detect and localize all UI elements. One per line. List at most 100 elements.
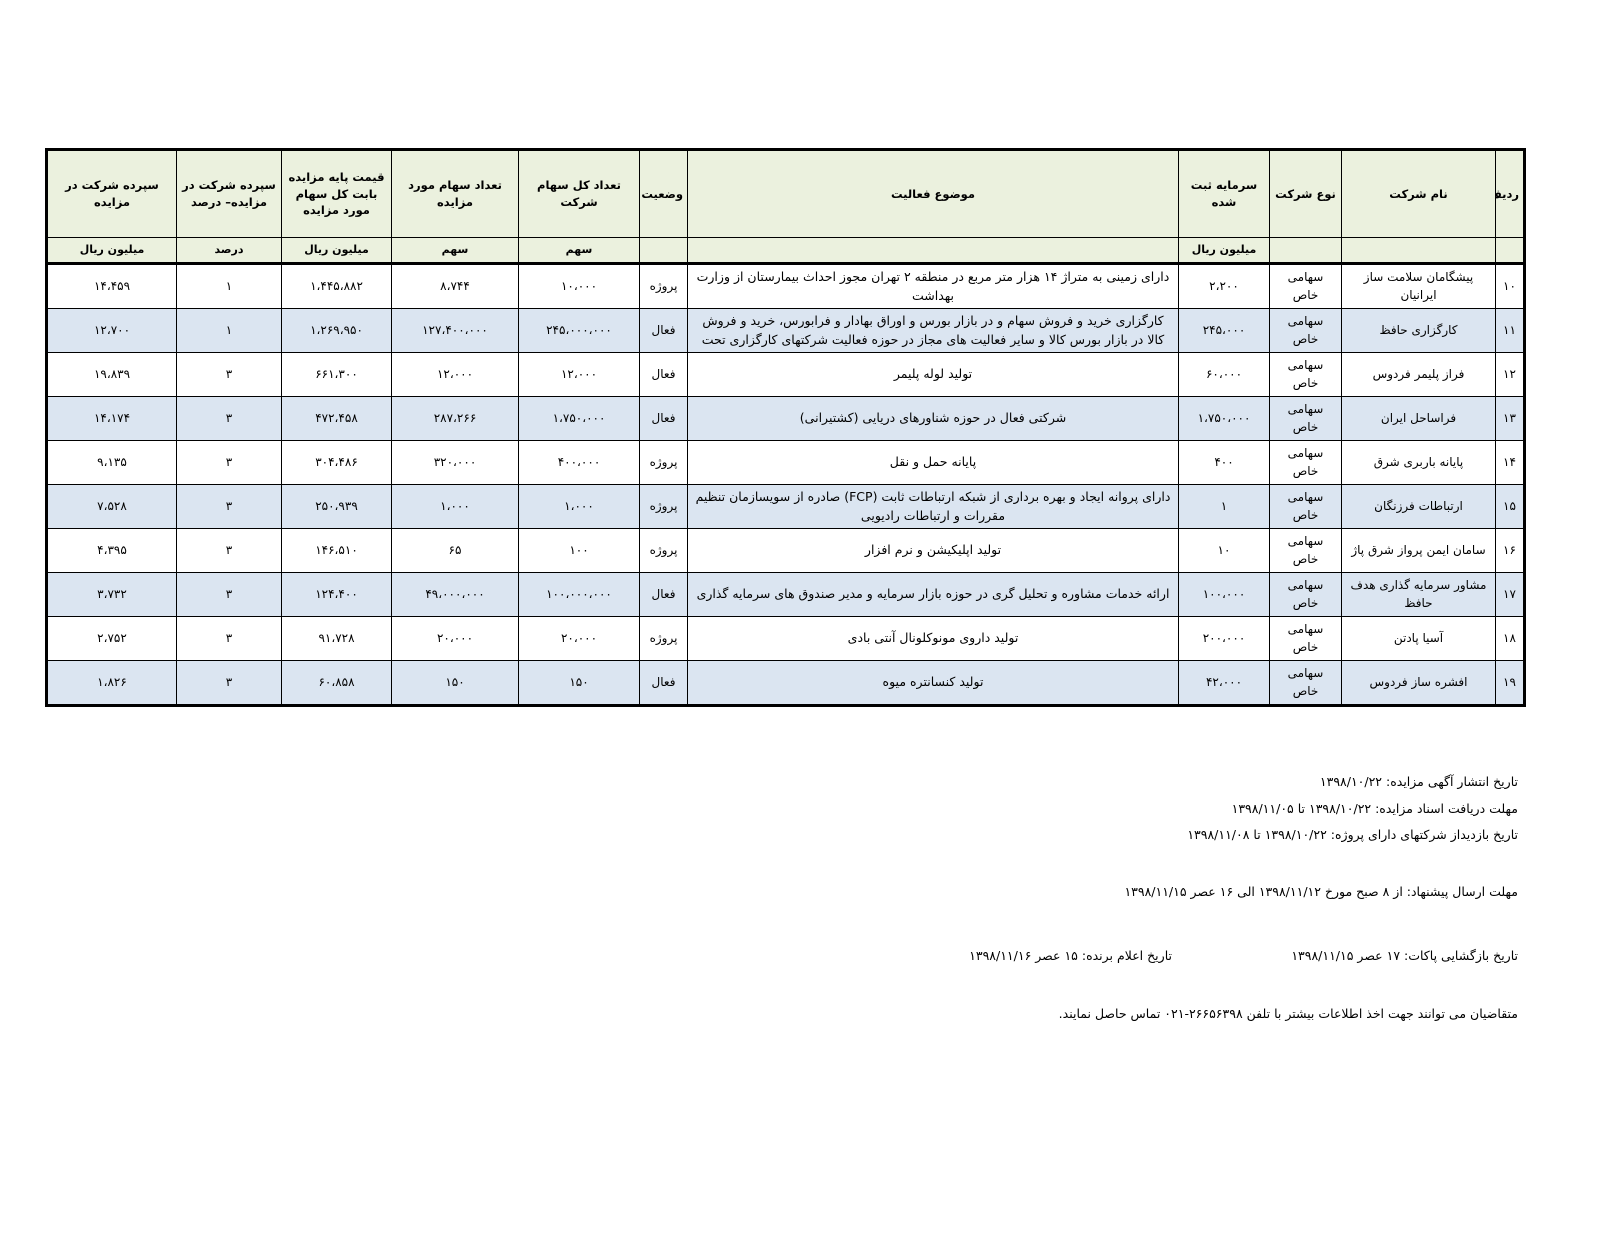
table-cell: ۲۴۵،۰۰۰ — [1178, 308, 1270, 353]
table-cell: ۱۲،۰۰۰ — [391, 352, 519, 397]
note-line: مهلت دریافت اسناد مزایده: ۱۳۹۸/۱۰/۲۲ تا … — [1231, 801, 1518, 816]
table-cell: پیشگامان سلامت ساز ایرانیان — [1341, 263, 1496, 309]
table-cell: ۲۸۷،۲۶۶ — [391, 396, 519, 441]
table-cell: ۱۴ — [1495, 440, 1525, 485]
column-header: ردیف — [1495, 149, 1525, 238]
table-cell: ۳ — [176, 528, 282, 573]
table-cell: ۴۲،۰۰۰ — [1178, 660, 1270, 706]
table-row: ۱۶ سامان ایمن پرواز شرق پاژ سهامی خاص ۱۰ تول… — [46, 528, 1525, 573]
table-cell: کارگزاری خرید و فروش سهام و در بازار بور… — [687, 308, 1179, 353]
note-line: تاریخ اعلام برنده: ۱۵ عصر ۱۳۹۸/۱۱/۱۶ — [969, 948, 1172, 963]
table-cell: فعال — [639, 396, 688, 441]
table-cell: شرکتی فعال در حوزه شناورهای دریایی (کشتی… — [687, 396, 1179, 441]
table-cell: ۱۴۶،۵۱۰ — [281, 528, 392, 573]
table-cell: ۱۵ — [1495, 484, 1525, 529]
table-cell: ۱۹،۸۳۹ — [46, 352, 177, 397]
unit-cell: سهم — [391, 237, 519, 265]
column-header: قیمت پایه مزایده بابت کل سهام مورد مزاید… — [281, 149, 392, 238]
table-body: میلیون ریال سهم سهم میلیون ریال درصد میلیون ر… — [46, 237, 1525, 706]
table-cell: ۱۱ — [1495, 308, 1525, 353]
table-cell: پایانه باربری شرق — [1341, 440, 1496, 485]
table-cell: ۶۵ — [391, 528, 519, 573]
table-cell: کارگزاری حافظ — [1341, 308, 1496, 353]
table-cell: فراز پلیمر فردوس — [1341, 352, 1496, 397]
unit-cell: میلیون ریال — [281, 237, 392, 265]
note-line: مهلت ارسال پیشنهاد: از ۸ صبح مورخ ۱۳۹۸/۱… — [1124, 884, 1518, 899]
table-cell: پروژه — [639, 263, 688, 309]
table-cell: ۱۰ — [1178, 528, 1270, 573]
unit-cell: سهم — [518, 237, 640, 265]
table-cell: ۱۹ — [1495, 660, 1525, 706]
table-cell: سامان ایمن پرواز شرق پاژ — [1341, 528, 1496, 573]
note-line: تاریخ انتشار آگهی مزایده: ۱۳۹۸/۱۰/۲۲ — [1319, 774, 1518, 789]
table-cell: ۲۰۰،۰۰۰ — [1178, 616, 1270, 661]
table-row: ۱۸ آسیا پادتن سهامی خاص ۲۰۰،۰۰۰ تولید داروی … — [46, 616, 1525, 661]
table-cell: ۱۰۰،۰۰۰،۰۰۰ — [518, 572, 640, 617]
table-cell: ۱۷ — [1495, 572, 1525, 617]
table-cell: سهامی خاص — [1269, 616, 1342, 661]
table-cell: ۱ — [1178, 484, 1270, 529]
column-header: نوع شرکت — [1269, 149, 1342, 238]
table-cell: ۳ — [176, 616, 282, 661]
column-header: تعداد کل سهام شرکت — [518, 149, 640, 238]
table-cell: ۱۲،۰۰۰ — [518, 352, 640, 397]
table-row: ۱۰ پیشگامان سلامت ساز ایرانیان سهامی خاص ۲،… — [46, 263, 1525, 309]
table-cell: ۱۰ — [1495, 263, 1525, 309]
table-cell: ۱۰۰،۰۰۰ — [1178, 572, 1270, 617]
column-header: تعداد سهام مورد مزایده — [391, 149, 519, 238]
table-cell: ۱،۲۶۹،۹۵۰ — [281, 308, 392, 353]
table-cell: سهامی خاص — [1269, 352, 1342, 397]
table-cell: ۶۰،۰۰۰ — [1178, 352, 1270, 397]
unit-cell: میلیون ریال — [1178, 237, 1270, 265]
table-cell: ۱۲۴،۴۰۰ — [281, 572, 392, 617]
table-cell: ۱۲،۷۰۰ — [46, 308, 177, 353]
table-cell: دارای زمینی به متراژ ۱۴ هزار متر مربع در… — [687, 263, 1179, 309]
column-header: سپرده شرکت در مزایده– درصد — [176, 149, 282, 238]
table-cell: پایانه حمل و نقل — [687, 440, 1179, 485]
unit-cell — [687, 237, 1179, 265]
table-cell: ۶۰،۸۵۸ — [281, 660, 392, 706]
table-cell: سهامی خاص — [1269, 528, 1342, 573]
table-cell: ۱۲ — [1495, 352, 1525, 397]
table-cell: پروژه — [639, 616, 688, 661]
table-cell: دارای پروانه ایجاد و بهره برداری از شبکه… — [687, 484, 1179, 529]
table-cell: ارائه خدمات مشاوره و تحلیل گری در حوزه ب… — [687, 572, 1179, 617]
unit-cell — [639, 237, 688, 265]
table-cell: ۴۷۲،۴۵۸ — [281, 396, 392, 441]
table-cell: ۱۶ — [1495, 528, 1525, 573]
table-cell: سهامی خاص — [1269, 440, 1342, 485]
table-cell: ۶۶۱،۳۰۰ — [281, 352, 392, 397]
column-header: نام شرکت — [1341, 149, 1496, 238]
table-cell: ۱،۰۰۰ — [391, 484, 519, 529]
table-cell: فعال — [639, 352, 688, 397]
table-cell: ۲۰،۰۰۰ — [391, 616, 519, 661]
unit-cell — [1495, 237, 1525, 265]
table-cell: سهامی خاص — [1269, 263, 1342, 309]
column-header: سرمایه ثبت شده — [1178, 149, 1270, 238]
table-cell: ۹،۱۳۵ — [46, 440, 177, 485]
table-cell: ۱،۷۵۰،۰۰۰ — [1178, 396, 1270, 441]
table-cell: ۱۴،۴۵۹ — [46, 263, 177, 309]
table-cell: ۱۰،۰۰۰ — [518, 263, 640, 309]
table-cell: فعال — [639, 308, 688, 353]
unit-cell — [1341, 237, 1496, 265]
table-row: ۱۱ کارگزاری حافظ سهامی خاص ۲۴۵،۰۰۰ کارگزاری … — [46, 308, 1525, 353]
table-cell: ۲۵۰،۹۳۹ — [281, 484, 392, 529]
table-cell: ۱۲۷،۴۰۰،۰۰۰ — [391, 308, 519, 353]
table-cell: ۱،۸۲۶ — [46, 660, 177, 706]
table-cell: مشاور سرمایه گذاری هدف حافظ — [1341, 572, 1496, 617]
table-cell: ۱۰۰ — [518, 528, 640, 573]
table-cell: ۲۰،۰۰۰ — [518, 616, 640, 661]
unit-cell: میلیون ریال — [46, 237, 177, 265]
note-line: تاریخ بازگشایی پاکات: ۱۷ عصر ۱۳۹۸/۱۱/۱۵ — [1291, 948, 1518, 963]
table-cell: ۴،۳۹۵ — [46, 528, 177, 573]
table-row: ۱۲ فراز پلیمر فردوس سهامی خاص ۶۰،۰۰۰ تولید ل… — [46, 352, 1525, 397]
table-cell: پروژه — [639, 528, 688, 573]
table-cell: سهامی خاص — [1269, 660, 1342, 706]
column-header: وضعیت — [639, 149, 688, 238]
table-cell: ۱،۴۴۵،۸۸۲ — [281, 263, 392, 309]
